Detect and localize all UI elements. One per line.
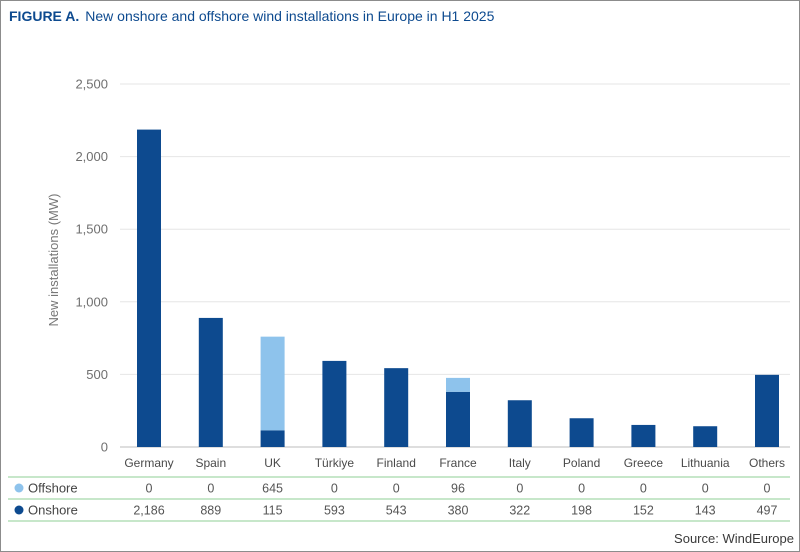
- onshore-value: 152: [633, 504, 654, 518]
- bar-onshore-poland: [569, 418, 594, 447]
- y-tick-label: 2,000: [75, 149, 108, 164]
- y-tick-label: 500: [86, 367, 108, 382]
- figure-title-text: New onshore and offshore wind installati…: [85, 8, 495, 24]
- offshore-value: 0: [516, 482, 523, 496]
- x-tick-label: Greece: [624, 456, 664, 470]
- x-tick-label: Lithuania: [681, 456, 730, 470]
- x-tick-label: Others: [749, 456, 785, 470]
- figure-title: FIGURE A. New onshore and offshore wind i…: [9, 8, 494, 24]
- bar-onshore-uk: [260, 430, 285, 447]
- offshore-value: 0: [764, 482, 771, 496]
- x-tick-label: Poland: [563, 456, 600, 470]
- offshore-value: 0: [331, 482, 338, 496]
- bar-offshore-france: [446, 377, 470, 392]
- offshore-value: 96: [451, 482, 465, 496]
- y-tick-label: 1,500: [75, 222, 108, 237]
- x-tick-label: Spain: [195, 456, 226, 470]
- x-tick-label: France: [439, 456, 477, 470]
- offshore-value: 0: [207, 482, 214, 496]
- y-tick-label: 1,000: [75, 294, 108, 309]
- bar-onshore-others: [755, 374, 779, 447]
- bar-onshore-spain: [198, 317, 223, 447]
- y-tick-label: 0: [101, 440, 108, 455]
- data-table: Offshore 0 0 645 0 0 96 0 0 0 0 0 Onshore 2,186 889 115…: [8, 476, 790, 522]
- onshore-value: 380: [448, 504, 469, 518]
- bar-offshore-uk: [260, 336, 285, 431]
- onshore-legend-dot: [14, 505, 24, 515]
- y-tick-labels: 0 500 1,000 1,500 2,000 2,500: [75, 77, 108, 455]
- onshore-value: 115: [263, 504, 283, 518]
- offshore-value: 0: [640, 482, 647, 496]
- onshore-value: 889: [200, 504, 221, 518]
- x-tick-label: UK: [264, 456, 281, 470]
- x-tick-label: Türkiye: [315, 456, 355, 470]
- onshore-value: 322: [509, 504, 530, 518]
- bar-onshore-greece: [631, 424, 656, 447]
- offshore-value: 0: [578, 482, 585, 496]
- y-tick-label: 2,500: [75, 77, 108, 92]
- onshore-value: 143: [695, 504, 716, 518]
- onshore-value: 497: [757, 504, 778, 518]
- onshore-value: 198: [571, 504, 592, 518]
- bar-onshore-germany: [137, 129, 161, 447]
- x-tick-label: Finland: [377, 456, 416, 470]
- offshore-value: 0: [702, 482, 709, 496]
- gridlines: [120, 83, 790, 448]
- y-axis-label: New installations (MW): [46, 194, 61, 327]
- onshore-value: 593: [324, 504, 345, 518]
- x-tick-labels: Germany Spain UK Türkiye Finland France Italy P…: [124, 456, 785, 470]
- offshore-value: 0: [146, 482, 153, 496]
- x-tick-label: Italy: [509, 456, 531, 470]
- bars: [137, 129, 779, 447]
- onshore-value: 543: [386, 504, 407, 518]
- bar-onshore-france: [446, 391, 470, 447]
- onshore-legend-label: Onshore: [28, 503, 78, 518]
- offshore-value: 645: [262, 482, 283, 496]
- x-tick-label: Germany: [124, 456, 173, 470]
- figure-label: FIGURE A.: [9, 8, 80, 24]
- source-note: Source: WindEurope: [674, 531, 794, 546]
- offshore-legend-dot: [14, 483, 24, 493]
- bar-onshore-italy: [507, 400, 532, 447]
- offshore-legend-label: Offshore: [28, 481, 78, 496]
- bar-onshore-türkiye: [322, 360, 347, 447]
- onshore-value: 2,186: [133, 504, 164, 518]
- bar-onshore-lithuania: [693, 426, 718, 447]
- bar-onshore-finland: [384, 368, 409, 447]
- offshore-value: 0: [393, 482, 400, 496]
